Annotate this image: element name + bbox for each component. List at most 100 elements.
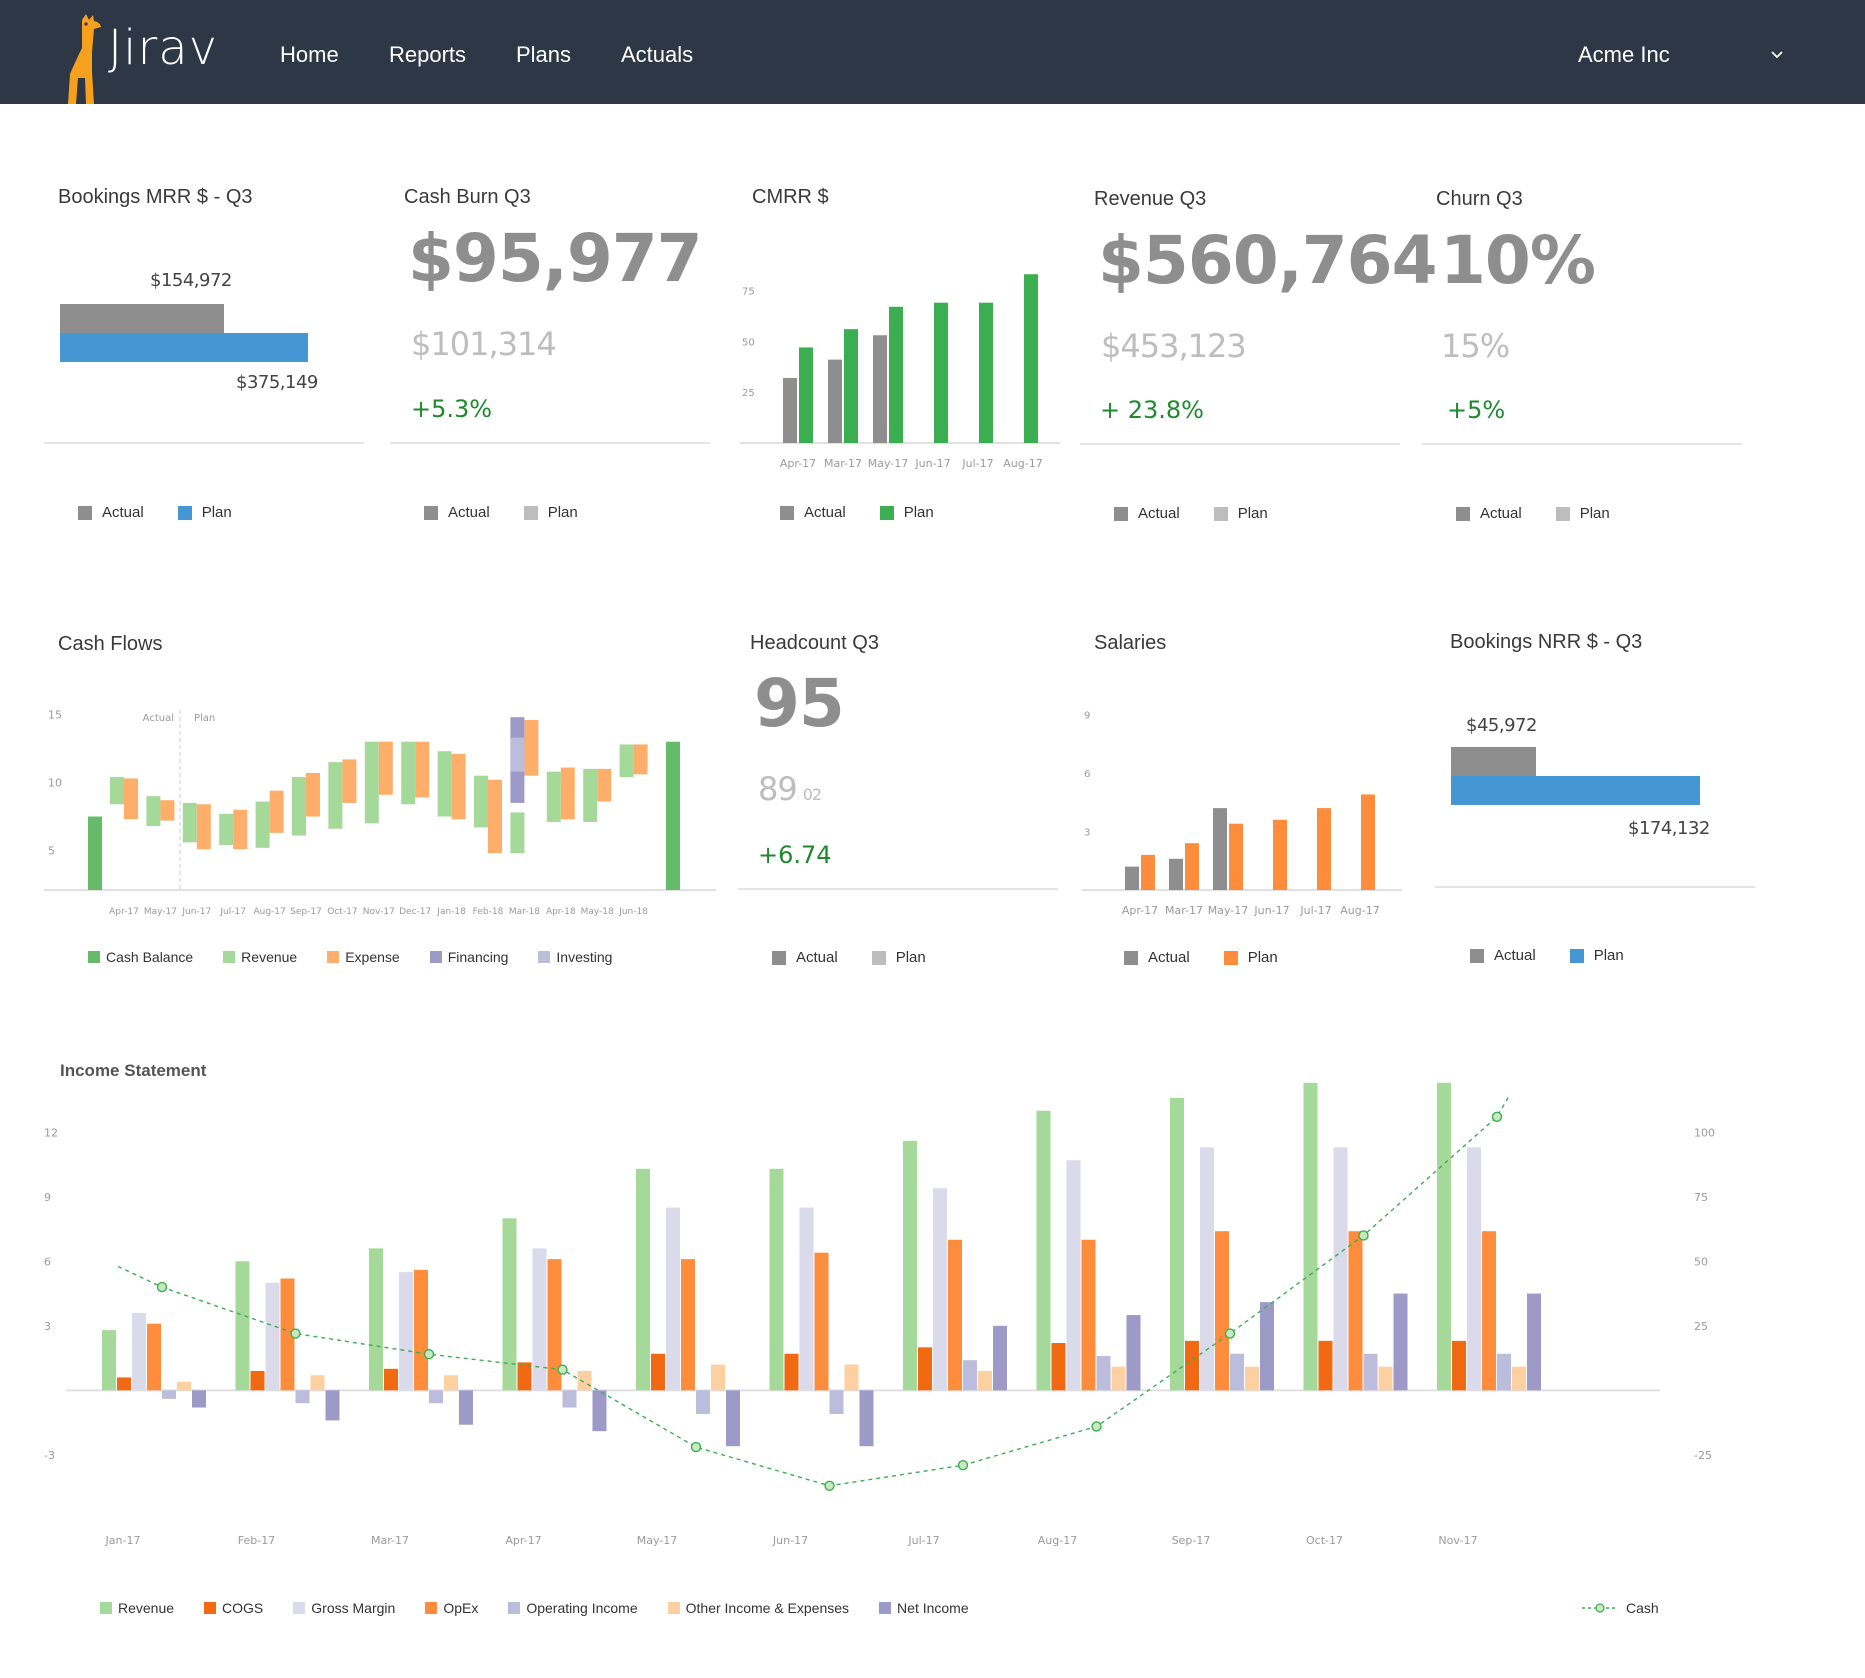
nav-actuals-link[interactable]: Actuals (621, 42, 694, 67)
bookings-mrr-plan-label: $375,149 (236, 372, 318, 393)
legend-item-plan: Plan (523, 504, 578, 521)
x-tick-label: Mar-17 (824, 457, 862, 470)
income-bar (1185, 1340, 1199, 1391)
investing-bar (510, 737, 525, 772)
plan-bar (1317, 808, 1331, 890)
income-bar (325, 1390, 340, 1421)
legend-swatch (88, 951, 100, 963)
plan-bar (1141, 854, 1155, 890)
legend-item-actual: Actual (772, 949, 838, 966)
y-tick-label: 3 (1084, 828, 1090, 839)
actual-bar (873, 335, 887, 443)
plan-annotation: Plan (194, 713, 215, 724)
cash-point (957, 1459, 969, 1471)
cash-point (156, 1281, 168, 1293)
plan-bar (979, 302, 993, 443)
nav-home-link[interactable]: Home (280, 42, 339, 67)
bookings-nrr-plan-bar (1451, 776, 1700, 805)
income-bar (1527, 1293, 1541, 1391)
legend-swatch (508, 1602, 521, 1614)
expense-bar (415, 741, 430, 798)
legend-item-plan: Plan (1555, 505, 1610, 522)
income-bar (250, 1370, 265, 1391)
income-bar (147, 1323, 161, 1391)
giraffe-logo-icon[interactable] (56, 12, 226, 104)
y-tick-label: 10 (48, 777, 62, 790)
income-bar (1452, 1340, 1466, 1391)
legend-label: Cash Balance (106, 949, 194, 965)
x-tick-label: Mar-17 (371, 1534, 409, 1547)
cash-balance-bar (88, 816, 102, 890)
cmrr-legend: Actual Plan (780, 504, 968, 521)
headcount-plan-value: 89 02 (758, 770, 822, 808)
x-tick-label: Jul-17 (907, 1534, 939, 1547)
x-tick-label: Jan-17 (105, 1534, 141, 1547)
expense-bar (196, 804, 211, 850)
income-bar (1437, 1082, 1451, 1391)
expense-bar (233, 809, 248, 850)
revenue-title: Revenue Q3 (1094, 188, 1207, 210)
revenue-divider (1080, 443, 1400, 445)
actual-bar (1125, 866, 1139, 890)
x-tick-label: Aug-17 (1038, 1534, 1077, 1547)
cash-flows-legend: Cash Balance Revenue Expense Financing I… (88, 949, 642, 965)
income-cash-legend: Cash (1582, 1600, 1659, 1616)
legend-item-gross-margin: Gross Margin (293, 1600, 395, 1616)
legend-label: Other Income & Expenses (685, 1600, 850, 1616)
legend-label: Plan (1593, 947, 1624, 964)
actual-bar (1213, 808, 1227, 890)
income-bar (1318, 1340, 1333, 1391)
plan-bar (1273, 819, 1287, 890)
app-logo-text[interactable]: Jirav (108, 20, 219, 76)
income-bar (666, 1207, 680, 1391)
legend-swatch (177, 505, 192, 520)
income-bar (414, 1269, 428, 1391)
legend-swatch (223, 951, 236, 963)
cash-flows-chart: 5 10 15 Actual Plan Apr-17 May-17 Jun-17 Jul-17 A… (44, 708, 716, 917)
salaries-chart: 3 6 9 Apr-17 Mar-17 May-17 Jun-17 Jul-17 Aug-17 (1082, 711, 1402, 917)
y-tick-label: 12 (44, 1126, 58, 1139)
income-bar (162, 1390, 176, 1399)
legend-swatch (100, 1602, 112, 1614)
income-bar (1036, 1110, 1051, 1391)
x-tick-label: Aug-17 (1003, 457, 1042, 470)
income-bar (310, 1375, 325, 1391)
legend-item-plan: Plan (879, 504, 934, 521)
income-bar (799, 1207, 814, 1391)
bookings-nrr-actual-label: $45,972 (1466, 715, 1537, 736)
legend-label: Gross Margin (311, 1600, 396, 1616)
x-tick-label: Feb-17 (238, 1534, 275, 1547)
legend-item-plan: Plan (177, 504, 232, 521)
income-bar (681, 1259, 695, 1391)
legend-label: OpEx (443, 1600, 479, 1616)
bookings-mrr-divider (44, 442, 364, 444)
expense-bar (342, 759, 357, 803)
income-bar (859, 1390, 874, 1447)
y-tick-label: 3 (44, 1320, 51, 1333)
legend-swatch (1555, 506, 1570, 521)
nav-plans-link[interactable]: Plans (516, 42, 572, 67)
x-tick-label: Jun-17 (914, 457, 950, 470)
income-statement-chart: -3 3 6 9 12 -25 25 50 75 100 Jan-17 Feb-17 Mar-17 Apr… (44, 1082, 1715, 1547)
legend-label: Actual (804, 504, 846, 521)
company-selector[interactable]: Acme Inc (1578, 42, 1670, 67)
x-tick-label: Jul-17 (219, 907, 246, 917)
legend-item-actual: Actual (1456, 505, 1522, 522)
legend-label: Revenue (118, 1600, 175, 1616)
nav-reports-link[interactable]: Reports (389, 42, 467, 67)
legend-swatch (1124, 950, 1138, 965)
chevron-down-icon[interactable] (1770, 48, 1784, 62)
salaries-title: Salaries (1094, 632, 1167, 654)
expense-bar (524, 719, 539, 776)
legend-item-expense: Expense (327, 949, 400, 965)
income-bar (948, 1239, 962, 1391)
x-tick-label: Mar-18 (509, 907, 540, 917)
income-bar (814, 1252, 829, 1391)
legend-item-cash-balance: Cash Balance (88, 949, 193, 965)
revenue-bar (182, 802, 197, 843)
plan-bar (799, 347, 813, 443)
x-tick-label: May-17 (868, 457, 909, 470)
y-tick-label: -3 (44, 1449, 55, 1462)
x-tick-label: Jun-17 (181, 907, 211, 917)
legend-label: Plan (201, 504, 232, 521)
